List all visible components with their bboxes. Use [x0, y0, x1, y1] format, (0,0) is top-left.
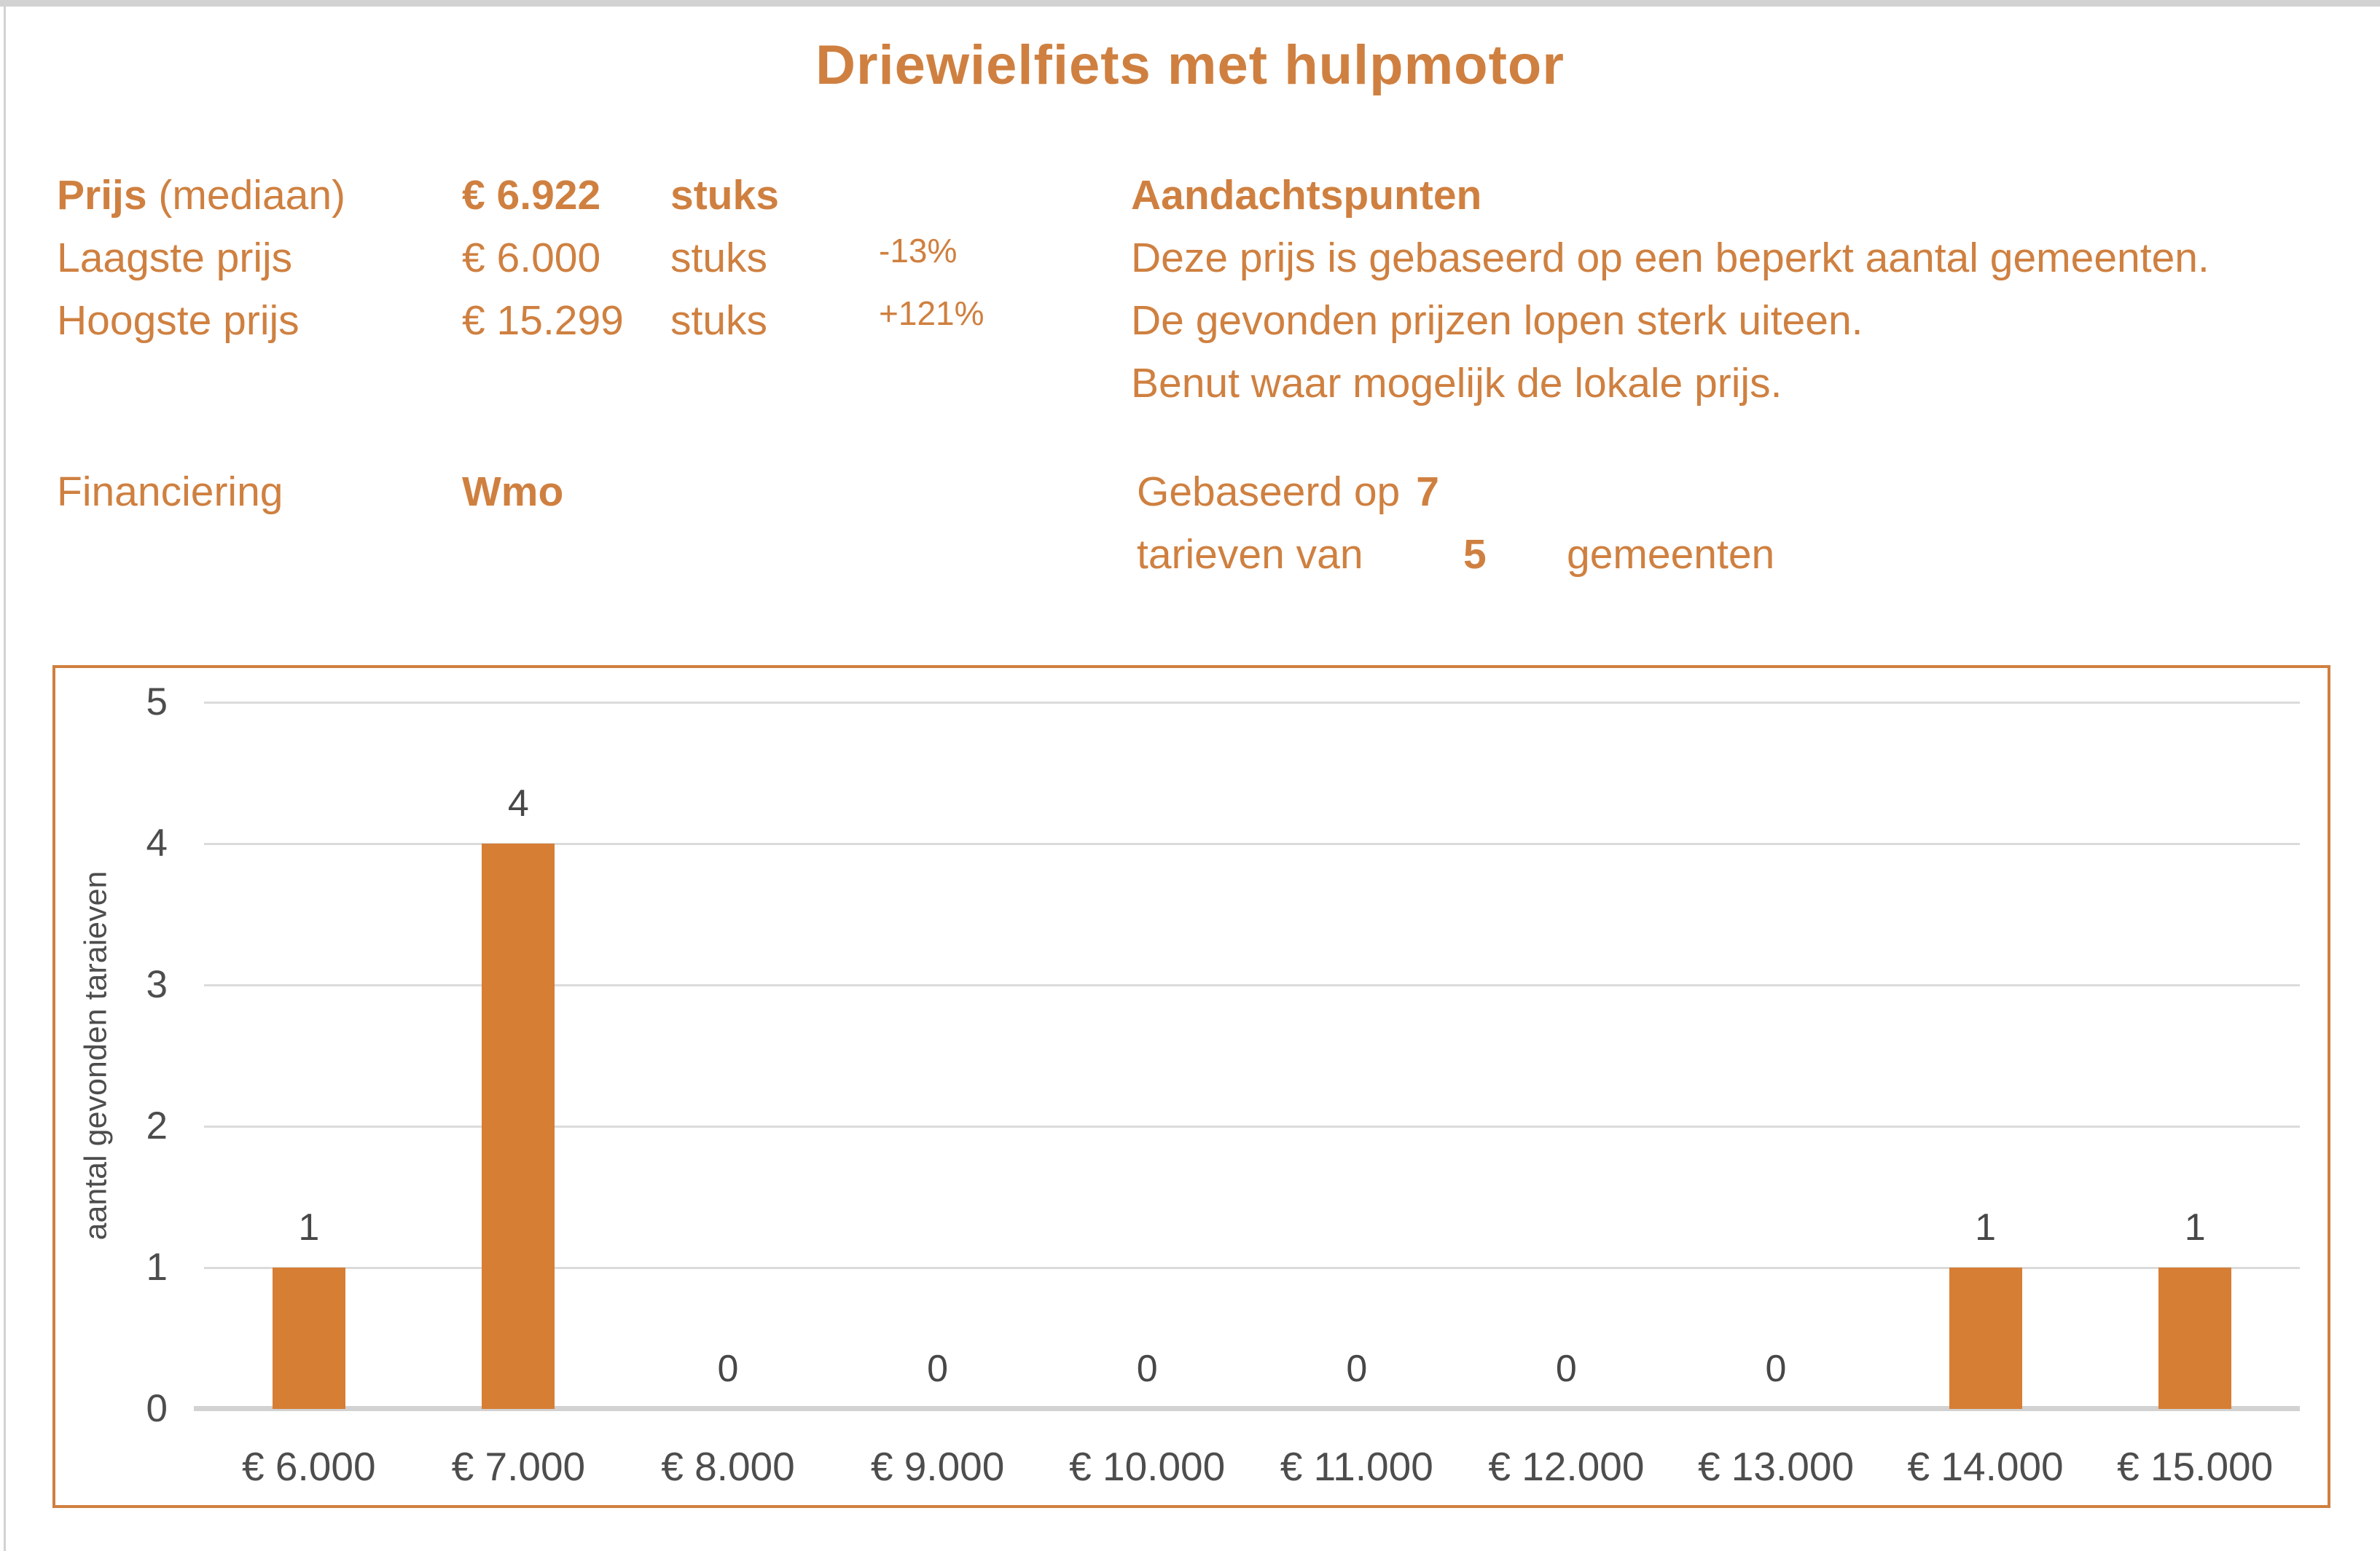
bar-chart-card: aantal gevonden taraieven 1 4 0 0 0 0 0 0 1 1 0 1 2… — [52, 665, 2330, 1508]
metric-unit: stuks — [670, 172, 779, 219]
financing-value: Wmo — [462, 468, 564, 515]
plot-area: 1 4 0 0 0 0 0 0 1 1 — [194, 702, 2300, 1411]
notes-line: Benut waar mogelijk de lokale prijs. — [1131, 360, 1782, 407]
bar — [1949, 1268, 2022, 1409]
metric-row-highest-price: Hoogste prijs € 15.299 stuks +121% — [57, 289, 1113, 352]
metric-row-financing: Financiering Wmo — [57, 460, 1113, 523]
basis-line-2: tarieven van 5 gemeenten — [1137, 523, 1774, 586]
basis-count-municipalities: 5 — [1463, 531, 1487, 578]
gridline — [204, 702, 2300, 704]
bar-value-label: 1 — [1975, 1206, 1997, 1249]
y-tick-label: 5 — [146, 680, 168, 723]
gridline — [204, 1126, 2300, 1128]
top-edge-divider — [0, 0, 2380, 7]
bar-value-label: 4 — [507, 782, 529, 825]
x-axis-baseline — [194, 1406, 2300, 1411]
bar-slot: 0 — [1252, 702, 1462, 1409]
metric-row-median-price: Prijs (mediaan) € 6.922 stuks — [57, 164, 1113, 227]
metric-row-lowest-price: Laagste prijs € 6.000 stuks -13% — [57, 227, 1113, 289]
page-title: Driewielfiets met hulpmotor — [815, 34, 1565, 96]
metric-delta: +121% — [879, 294, 985, 332]
bar — [2158, 1268, 2232, 1409]
gridline — [204, 984, 2300, 986]
bar-value-label: 0 — [1765, 1348, 1787, 1390]
bar-value-label: 0 — [717, 1348, 739, 1390]
bar-value-label: 0 — [1555, 1348, 1577, 1390]
x-tick-label: € 13.000 — [1697, 1444, 1855, 1489]
financing-label: Financiering — [57, 468, 283, 515]
bar-slot: 1 — [204, 702, 414, 1409]
bar-value-label: 1 — [2184, 1206, 2206, 1249]
metric-delta: -13% — [879, 232, 958, 270]
x-tick-label: € 8.000 — [661, 1444, 795, 1489]
y-tick-label: 2 — [146, 1104, 168, 1147]
notes-line: Deze prijs is gebaseerd op een beperkt a… — [1131, 235, 2209, 281]
x-tick-label: € 15.000 — [2117, 1444, 2274, 1489]
left-edge-divider — [4, 7, 6, 1551]
bar-slot: 0 — [1042, 702, 1252, 1409]
bar-slot: 0 — [1671, 702, 1881, 1409]
basis-count-tariffs: 7 — [1416, 468, 1439, 515]
bar-slot: 4 — [414, 702, 624, 1409]
bar-slot: 1 — [1881, 702, 2091, 1409]
metric-label-bold: Prijs — [57, 172, 147, 219]
gridline — [204, 843, 2300, 845]
metric-label-rest: (mediaan) — [146, 172, 346, 219]
x-tick-label: € 11.000 — [1280, 1444, 1433, 1489]
metric-label: Prijs (mediaan) — [57, 164, 345, 227]
x-tick-label: € 12.000 — [1488, 1444, 1645, 1489]
basis-suffix: gemeenten — [1567, 531, 1775, 578]
x-tick-label: € 10.000 — [1069, 1444, 1226, 1489]
bar-slot: 0 — [623, 702, 833, 1409]
bar-slot: 0 — [1462, 702, 1672, 1409]
bar — [272, 1268, 345, 1409]
y-tick-label: 0 — [146, 1387, 168, 1430]
bar-value-label: 1 — [298, 1206, 320, 1249]
metric-unit: stuks — [670, 235, 768, 281]
metric-value: € 6.922 — [462, 172, 601, 219]
x-tick-label: € 6.000 — [242, 1444, 376, 1489]
metric-value: € 6.000 — [462, 235, 601, 281]
bar — [482, 844, 555, 1409]
basis-line-1: Gebaseerd op 7 — [1137, 460, 1439, 523]
y-tick-label: 4 — [146, 822, 168, 865]
metric-label: Hoogste prijs — [57, 297, 300, 344]
basis-text: tarieven van — [1137, 531, 1363, 578]
bar-slot: 1 — [2090, 702, 2300, 1409]
bar-value-label: 0 — [927, 1348, 949, 1390]
x-tick-label: € 7.000 — [451, 1444, 586, 1489]
bar-slot: 0 — [833, 702, 1043, 1409]
metric-value: € 15.299 — [462, 297, 624, 344]
metric-label: Laagste prijs — [57, 235, 293, 281]
x-tick-label: € 14.000 — [1907, 1444, 2064, 1489]
bar-value-label: 0 — [1136, 1348, 1158, 1390]
x-tick-label: € 9.000 — [870, 1444, 1005, 1489]
y-tick-label: 1 — [146, 1246, 168, 1289]
y-tick-label: 3 — [146, 963, 168, 1006]
gridline — [204, 1267, 2300, 1269]
bar-value-label: 0 — [1346, 1348, 1368, 1390]
metric-unit: stuks — [670, 297, 768, 344]
notes-heading: Aandachtspunten — [1131, 172, 1482, 219]
notes-line: De gevonden prijzen lopen sterk uiteen. — [1131, 297, 1863, 344]
basis-text: Gebaseerd op — [1137, 468, 1401, 515]
y-axis-title: aantal gevonden taraieven — [78, 871, 114, 1241]
